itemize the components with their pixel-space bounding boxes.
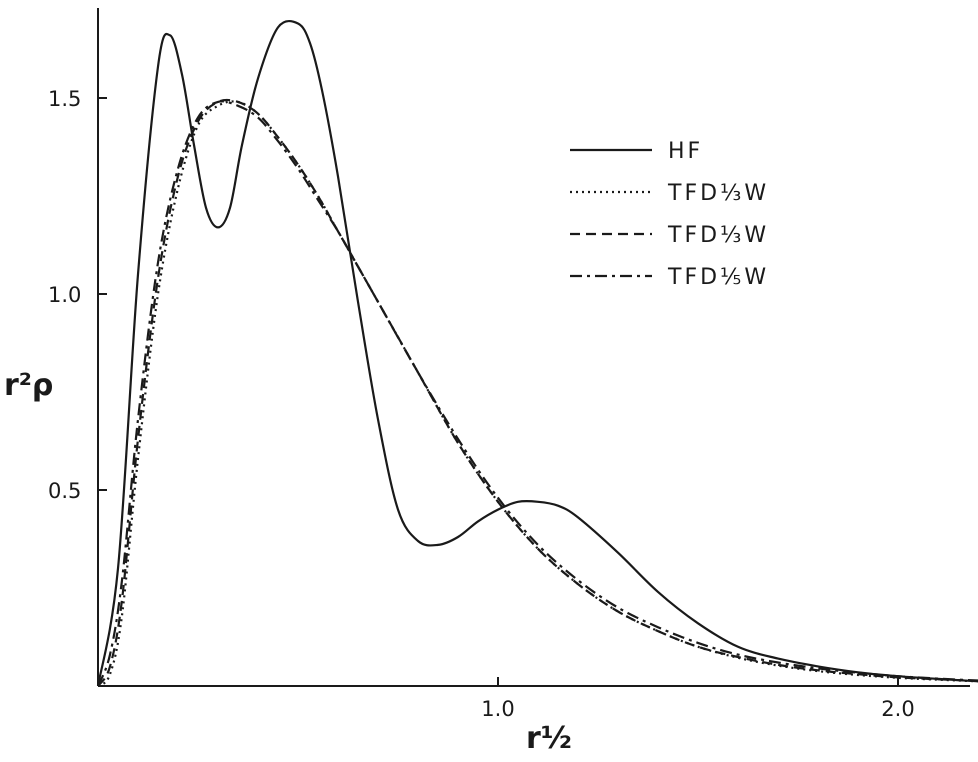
legend-label: TFD⅓W [667,223,769,248]
y-tick-label: 0.5 [48,479,81,503]
series-line-solid [96,19,978,687]
legend-label: TFD⅓W [667,181,769,206]
x-tick-label: 2.0 [881,697,914,721]
y-tick-label: 1.0 [48,283,81,307]
legend: HF TFD⅓W TFD⅓W TFD⅕W [570,139,769,290]
tick-group: 0.5 1.0 1.5 1.0 2.0 [48,87,915,721]
axes [97,8,970,687]
legend-label: HF [668,139,703,164]
legend-label: TFD⅕W [667,265,769,290]
x-axis-label: r½ [526,721,572,756]
y-axis-label: r²ρ [4,368,53,403]
y-tick-label: 1.5 [48,87,81,111]
curve-group [96,19,978,687]
series-line-dotted [97,100,978,687]
x-tick-label: 1.0 [481,697,514,721]
series-line-dashed [97,98,978,687]
series-line-dashdot [96,100,978,687]
